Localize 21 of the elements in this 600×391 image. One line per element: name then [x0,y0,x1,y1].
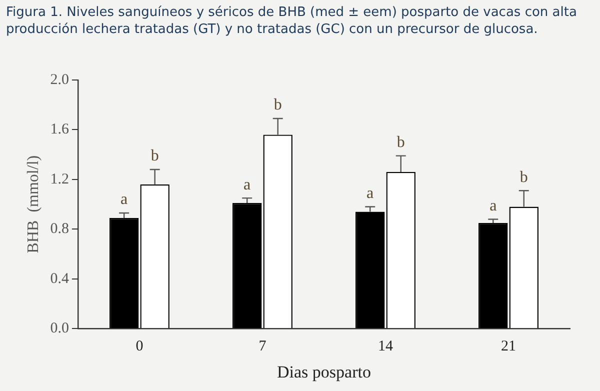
chart-title: Figura 1. Niveles sanguíneos y séricos de BHB (med ± eem) posparto de vacas con alta producción lechera tratadas (GT) y no tratadas (GC) con un precursor de glucosa. [5,4,578,39]
y-tick-label: 0.0 [50,320,69,337]
y-tick-label: 0.4 [50,270,70,287]
annotation: b [274,96,282,114]
x-tick-label: 14 [378,338,394,355]
x-tick-label: 21 [500,338,516,355]
annotation: b [520,168,528,186]
y-tick-label: 2.0 [50,72,69,88]
y-tick-label: 1.2 [50,171,69,188]
annotation: b [150,148,159,165]
y-axis-title: BHB (mmol/l) [24,155,42,254]
annotation: b [396,134,405,152]
annotation: a [244,176,251,194]
annotation: a [120,191,128,208]
x-tick-label: 7 [258,338,267,355]
x-axis-title: Dias posparto [276,362,371,382]
annotation: a [366,184,374,202]
annotation: a [490,197,497,214]
y-tick-label: 1.6 [50,122,70,138]
y-tick-label: 0.8 [50,221,69,238]
x-tick-label: 0 [136,338,144,355]
